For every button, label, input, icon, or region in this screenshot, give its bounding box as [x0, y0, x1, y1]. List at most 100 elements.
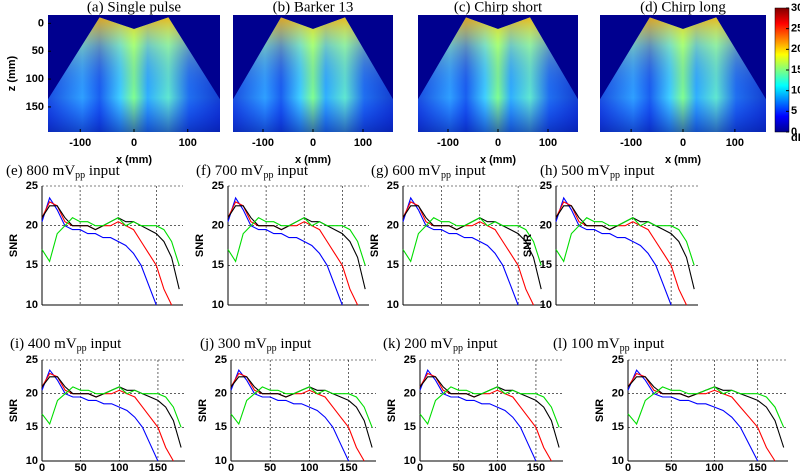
x-axis-label: x (mm) [116, 154, 152, 166]
x-tick-label: 150 [339, 462, 357, 473]
series-line [230, 386, 373, 428]
series-line [41, 205, 180, 290]
y-tick-label: 20 [404, 388, 416, 400]
y-tick-label: 150 [26, 101, 44, 113]
series-line [227, 217, 366, 266]
y-tick-label: 15 [540, 259, 552, 271]
series-line [402, 217, 542, 266]
x-tick-label: 100 [300, 462, 318, 473]
y-axis-label: SNR [8, 234, 20, 257]
x-tick-label: 0 [228, 462, 234, 473]
series-line [402, 201, 534, 306]
series-line [41, 386, 182, 428]
x-tick-label: 0 [131, 137, 137, 149]
title-text: (i) 400 mV [10, 336, 77, 352]
panel-title: (k) 200 mVpp input [383, 336, 498, 354]
title-subscript: pp [75, 170, 85, 181]
title-text: (k) 200 mV [383, 336, 453, 352]
y-tick-label: 20 [26, 220, 38, 232]
x-tick-label: 100 [488, 462, 506, 473]
colorbar-tick-label: 5 [791, 105, 797, 117]
x-tick-label: 0 [625, 462, 631, 473]
y-tick-label: 15 [212, 259, 224, 271]
series-line [419, 368, 537, 462]
title-text: (j) 300 mV [200, 336, 267, 352]
title-subscript: pp [267, 343, 277, 354]
title-text: (g) 600 mV [371, 163, 441, 179]
colorbar-tick-label: 0 [791, 126, 797, 138]
x-tick-label: 0 [39, 462, 45, 473]
y-tick-label: 15 [26, 421, 38, 433]
title-text: input [277, 336, 312, 352]
x-axis-label: x (mm) [295, 154, 331, 166]
title-text: input [85, 163, 120, 179]
colorbar-tick-label: 20 [791, 43, 800, 55]
x-axis-label: x (mm) [480, 154, 516, 166]
series-line [230, 372, 365, 462]
x-tick-label: 150 [749, 462, 767, 473]
y-tick-label: 20 [212, 220, 224, 232]
title-text: input [620, 163, 655, 179]
x-tick-label: 100 [726, 137, 744, 149]
series-line [627, 372, 776, 462]
y-tick-label: 20 [215, 388, 227, 400]
y-tick-label: 10 [26, 455, 38, 467]
y-tick-label: 10 [404, 455, 416, 467]
x-tick-label: 150 [527, 462, 545, 473]
y-tick-label: 25 [215, 354, 227, 366]
y-tick-label: 20 [26, 388, 38, 400]
panel-title: (f) 700 mVpp input [196, 163, 309, 181]
x-tick-label: 100 [179, 137, 197, 149]
series-line [41, 196, 157, 306]
x-tick-label: 150 [149, 462, 167, 473]
title-text: input [87, 336, 122, 352]
x-tick-label: 100 [110, 462, 128, 473]
series-line [627, 376, 785, 448]
series-line [419, 376, 560, 448]
colorbar-tick-label: 10 [791, 85, 800, 97]
series-line [41, 217, 180, 266]
y-axis-label: SNR [386, 399, 398, 422]
y-tick-label: 10 [26, 299, 38, 311]
panel-title: (e) 800 mVpp input [6, 163, 121, 181]
title-text: input [451, 163, 486, 179]
panel-title: (c) Chirp short [454, 0, 543, 15]
title-subscript: pp [610, 170, 620, 181]
series-line [555, 196, 672, 306]
series-line [627, 386, 785, 428]
x-tick-label: 100 [705, 462, 723, 473]
x-tick-label: 50 [264, 462, 276, 473]
title-subscript: pp [453, 343, 463, 354]
image-shading [600, 17, 766, 133]
panel-title: (j) 300 mVpp input [200, 336, 312, 354]
x-tick-label: -100 [69, 137, 91, 149]
panel-title: (a) Single pulse [87, 0, 181, 15]
image-shading [233, 17, 393, 133]
y-tick-label: 25 [540, 180, 552, 192]
series-line [41, 368, 159, 462]
y-tick-label: 25 [612, 354, 624, 366]
title-subscript: pp [441, 170, 451, 181]
series-line [230, 368, 350, 462]
colorbar-tick-label: 15 [791, 64, 800, 76]
x-tick-label: 50 [75, 462, 87, 473]
title-subscript: pp [620, 343, 630, 354]
series-line [555, 201, 687, 306]
y-tick-label: 20 [612, 388, 624, 400]
y-tick-label: 15 [215, 421, 227, 433]
x-tick-label: 0 [310, 137, 316, 149]
title-text: input [274, 163, 309, 179]
series-line [402, 196, 519, 306]
x-tick-label: -100 [252, 137, 274, 149]
y-tick-label: 25 [404, 354, 416, 366]
panel-title: (h) 500 mVpp input [540, 163, 655, 181]
title-text: (l) 100 mV [553, 336, 620, 352]
panel-title: (l) 100 mVpp input [553, 336, 665, 354]
series-line [555, 217, 695, 266]
title-text: (h) 500 mV [540, 163, 610, 179]
y-tick-label: 25 [26, 180, 38, 192]
colorbar-tick-label: 30 [791, 2, 800, 14]
y-tick-label: 0 [38, 17, 44, 29]
y-tick-label: 20 [540, 220, 552, 232]
